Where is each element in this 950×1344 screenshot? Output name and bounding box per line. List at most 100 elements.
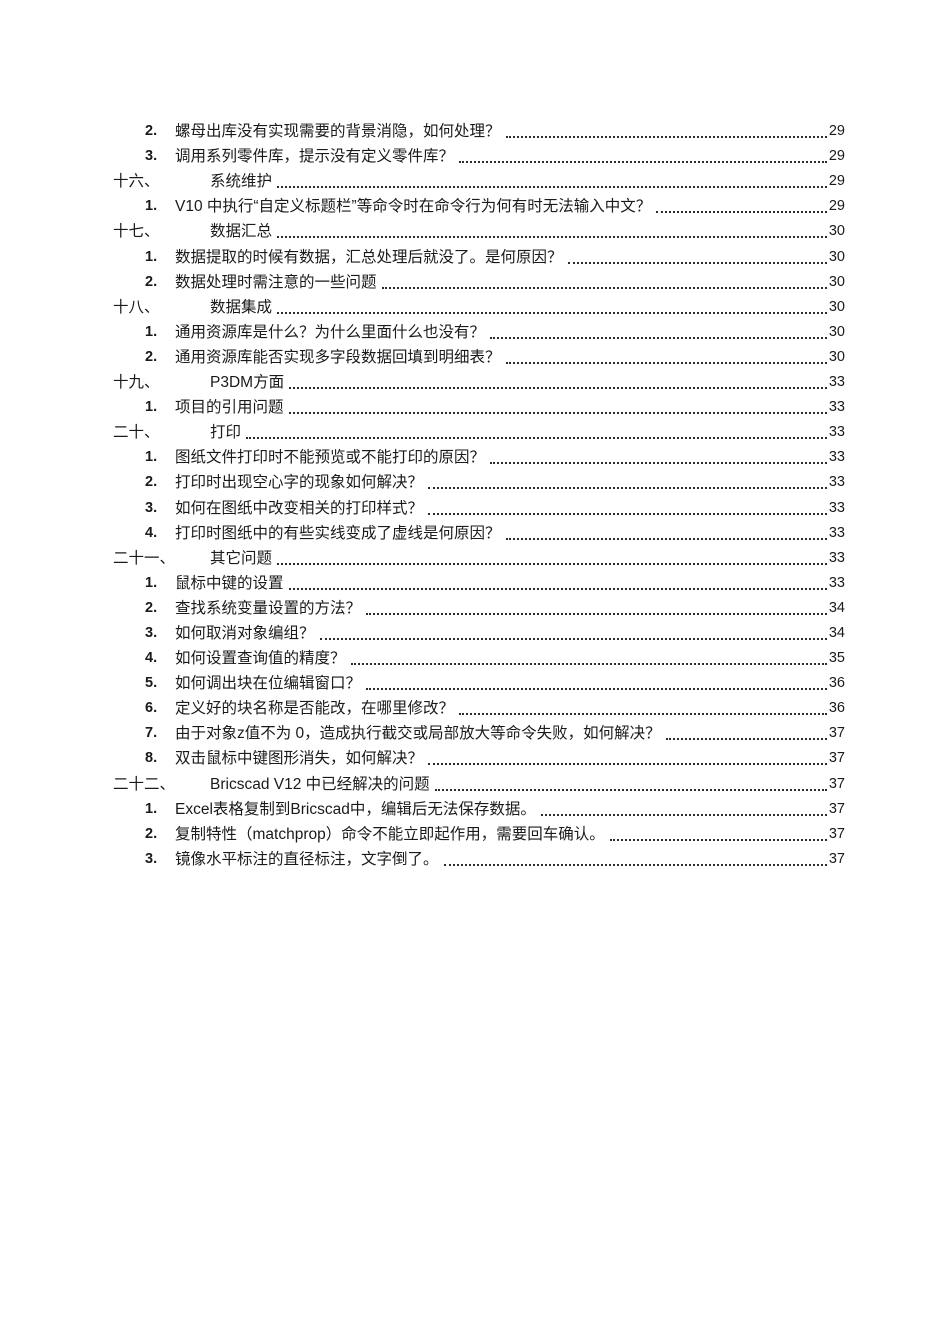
dot-leader [609, 838, 827, 841]
toc-entry-title: 打印 [210, 424, 242, 442]
toc-entry[interactable]: 十八、 数据集成 30 [113, 294, 845, 319]
toc-entry-number: 十八、 [113, 298, 160, 316]
dot-leader [428, 487, 827, 490]
dot-leader [490, 462, 827, 465]
dot-leader [443, 863, 827, 866]
toc-entry[interactable]: 7. 由于对象z值不为 0，造成执行截交或局部放大等命令失败，如何解决？ 37 [113, 720, 845, 745]
toc-entry[interactable]: 1. 通用资源库是什么？为什么里面什么也没有？ 30 [113, 319, 845, 344]
toc-entry[interactable]: 3. 镜像水平标注的直径标注，文字倒了。 37 [113, 846, 845, 871]
toc-entry[interactable]: 1. Excel表格复制到Bricscad中，编辑后无法保存数据。 37 [113, 796, 845, 821]
toc-entry[interactable]: 十七、 数据汇总 30 [113, 218, 845, 243]
toc-entry-page: 33 [828, 549, 845, 566]
toc-entry-number: 5. [145, 675, 158, 692]
toc-entry-page: 29 [828, 123, 845, 140]
toc-entry-page: 36 [828, 675, 845, 692]
toc-entry-page: 36 [828, 700, 845, 717]
toc-entry-page: 34 [828, 599, 845, 616]
toc-entry[interactable]: 2. 查找系统变量设置的方法？ 34 [113, 595, 845, 620]
toc-entry-page: 33 [828, 474, 845, 491]
toc-entry-title: 其它问题 [210, 549, 273, 567]
toc-entry[interactable]: 十六、 系统维护 29 [113, 168, 845, 193]
dot-leader [665, 738, 827, 741]
toc-entry-page: 33 [828, 524, 845, 541]
toc-entry-page: 33 [828, 399, 845, 416]
toc-entry-number: 1. [145, 449, 158, 466]
toc-entry[interactable]: 4. 打印时图纸中的有些实线变成了虚线是何原因？ 33 [113, 520, 845, 545]
toc-entry-title: Bricscad V12 中已经解决的问题 [210, 775, 430, 793]
toc-entry-title: 复制特性（matchprop）命令不能立即起作用，需要回车确认。 [175, 825, 605, 843]
toc-entry-title: 通用资源库是什么？为什么里面什么也没有？ [175, 323, 486, 341]
dot-leader [490, 336, 827, 339]
toc-entry-page: 30 [828, 298, 845, 315]
toc-entry[interactable]: 二十二、 Bricscad V12 中已经解决的问题 37 [113, 770, 845, 795]
toc-entry[interactable]: 3. 如何在图纸中改变相关的打印样式？ 33 [113, 494, 845, 519]
dot-leader [277, 186, 827, 189]
toc-entry-number: 二十二、 [113, 775, 176, 793]
toc-entry-title: 数据汇总 [210, 223, 273, 241]
toc-entry-title: 螺母出库没有实现需要的背景消隐，如何处理？ [175, 123, 501, 141]
dot-leader [319, 637, 827, 640]
toc-entry-page: 33 [828, 574, 845, 591]
toc-entry[interactable]: 1. V10 中执行“自定义标题栏”等命令时在命令行为何有时无法输入中文？ 29 [113, 193, 845, 218]
dot-leader [505, 537, 827, 540]
toc-entry[interactable]: 2. 通用资源库能否实现多字段数据回填到明细表？ 30 [113, 344, 845, 369]
toc-entry-number: 2. [145, 474, 158, 491]
toc-entry-number: 十六、 [113, 173, 160, 191]
toc-entry-title: 由于对象z值不为 0，造成执行截交或局部放大等命令失败，如何解决？ [175, 725, 661, 743]
toc-entry[interactable]: 3. 如何取消对象编组？ 34 [113, 620, 845, 645]
toc-entry[interactable]: 3. 调用系列零件库，提示没有定义零件库？ 29 [113, 143, 845, 168]
toc-entry-number: 二十、 [113, 424, 160, 442]
toc-entry-number: 1. [145, 323, 158, 340]
toc-entry[interactable]: 2. 数据处理时需注意的一些问题 30 [113, 269, 845, 294]
toc-entry-page: 37 [828, 800, 845, 817]
toc-entry[interactable]: 4. 如何设置查询值的精度？ 35 [113, 645, 845, 670]
toc-entry-title: 双击鼠标中键图形消失，如何解决？ [175, 750, 424, 768]
toc-entry-number: 1. [145, 198, 158, 215]
dot-leader [459, 713, 827, 716]
dot-leader [277, 236, 827, 239]
dot-leader [459, 161, 827, 164]
toc-entry[interactable]: 2. 复制特性（matchprop）命令不能立即起作用，需要回车确认。 37 [113, 821, 845, 846]
dot-leader [505, 361, 827, 364]
toc-entry[interactable]: 2. 螺母出库没有实现需要的背景消隐，如何处理？ 29 [113, 118, 845, 143]
toc-entry-page: 37 [828, 825, 845, 842]
toc-entry-page: 37 [828, 750, 845, 767]
toc-entry[interactable]: 十九、 P3DM方面 33 [113, 369, 845, 394]
toc-entry[interactable]: 1. 鼠标中键的设置 33 [113, 570, 845, 595]
toc-entry-number: 十九、 [113, 374, 160, 392]
toc-entry[interactable]: 6. 定义好的块名称是否能改，在哪里修改？ 36 [113, 695, 845, 720]
toc-entry-title: 通用资源库能否实现多字段数据回填到明细表？ [175, 348, 501, 366]
toc-entry-number: 7. [145, 725, 158, 742]
toc-entry-page: 37 [828, 725, 845, 742]
toc-entry[interactable]: 1. 图纸文件打印时不能预览或不能打印的原因？ 33 [113, 444, 845, 469]
toc-entry-number: 十七、 [113, 223, 160, 241]
toc-entry-number: 8. [145, 750, 158, 767]
toc-entry-title: 查找系统变量设置的方法？ [175, 599, 362, 617]
toc-entry-number: 1. [145, 800, 158, 817]
dot-leader [428, 512, 827, 515]
toc-entry[interactable]: 二十、 打印 33 [113, 419, 845, 444]
toc-entry-page: 29 [828, 173, 845, 190]
toc-entry-number: 2. [145, 599, 158, 616]
toc-entry-title: 调用系列零件库，提示没有定义零件库？ [175, 148, 455, 166]
dot-leader [288, 412, 827, 415]
toc-entry-title: 数据处理时需注意的一些问题 [175, 273, 377, 291]
toc-entry[interactable]: 5. 如何调出块在位编辑窗口？ 36 [113, 670, 845, 695]
toc-entry-title: 如何设置查询值的精度？ [175, 650, 346, 668]
toc-entry-page: 33 [828, 424, 845, 441]
toc-entry-title: 数据提取的时候有数据，汇总处理后就没了。是何原因？ [175, 248, 563, 266]
toc-entry-page: 30 [828, 323, 845, 340]
dot-leader [277, 311, 827, 314]
toc-entry-page: 35 [828, 650, 845, 667]
dot-leader [366, 688, 827, 691]
toc-entry-title: 系统维护 [210, 173, 273, 191]
toc-entry[interactable]: 8. 双击鼠标中键图形消失，如何解决？ 37 [113, 745, 845, 770]
toc-entry[interactable]: 2. 打印时出现空心字的现象如何解决？ 33 [113, 469, 845, 494]
toc-entry[interactable]: 1. 数据提取的时候有数据，汇总处理后就没了。是何原因？ 30 [113, 243, 845, 268]
dot-leader [289, 387, 827, 390]
toc-entry[interactable]: 1. 项目的引用问题 33 [113, 394, 845, 419]
toc-entry-title: V10 中执行“自定义标题栏”等命令时在命令行为何有时无法输入中文？ [175, 198, 652, 216]
toc-entry-number: 2. [145, 825, 158, 842]
toc-entry[interactable]: 二十一、 其它问题 33 [113, 545, 845, 570]
